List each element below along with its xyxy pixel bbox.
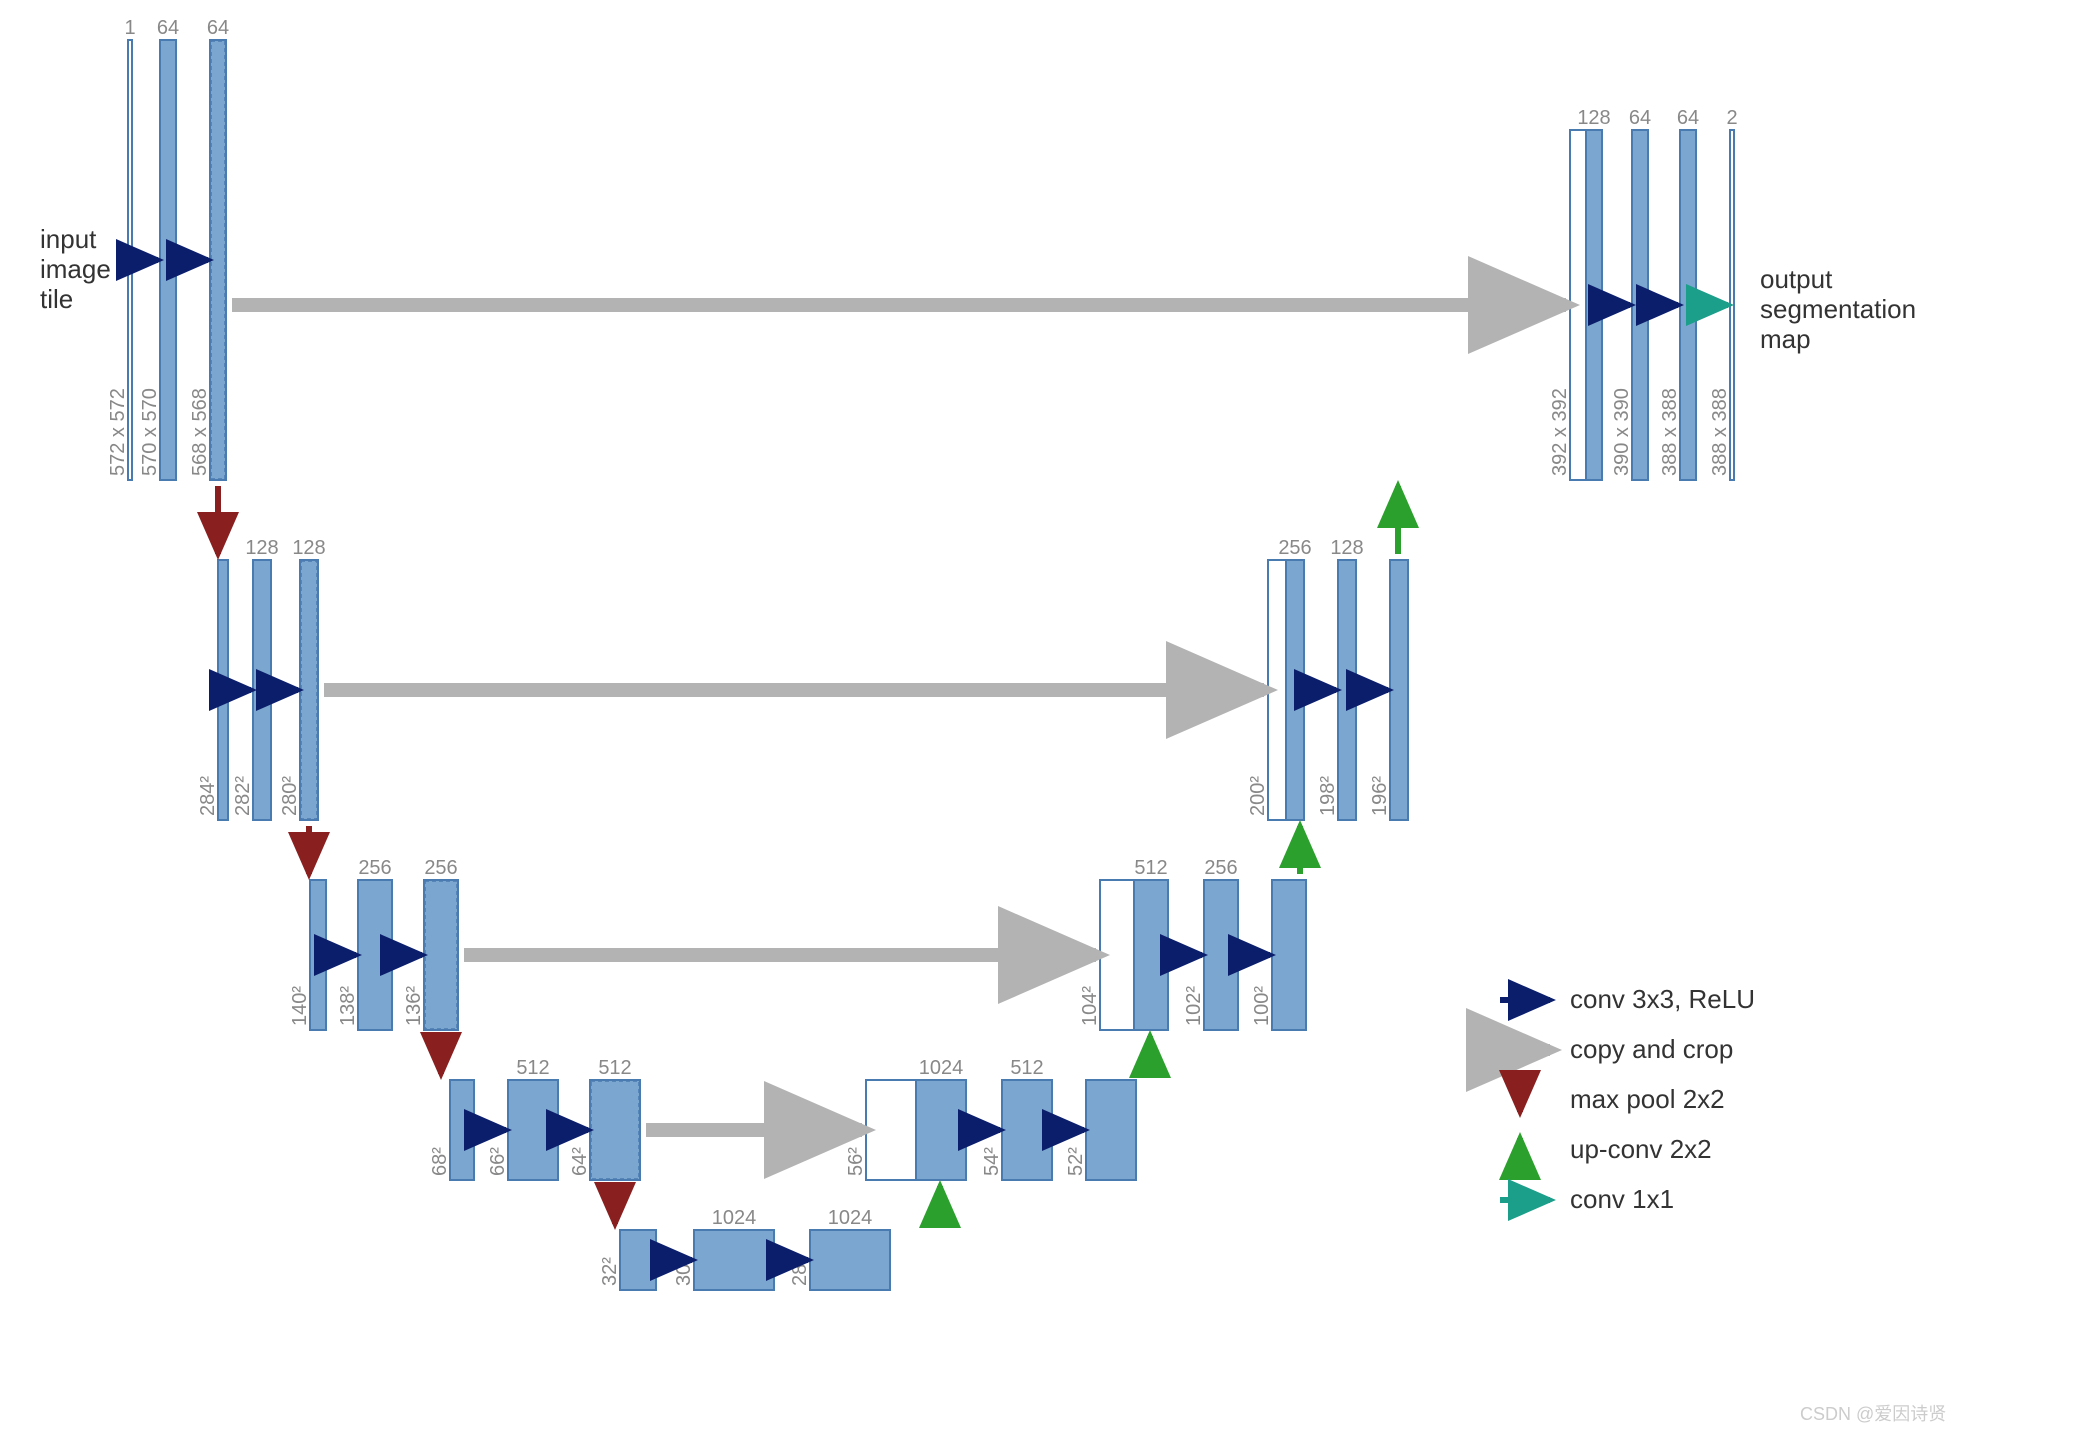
dimension-label: 388 x 388 (1709, 388, 1731, 476)
feature-block (916, 1080, 966, 1180)
channel-label: 512 (1134, 857, 1167, 879)
feature-block (508, 1080, 558, 1180)
input-label: image (40, 254, 111, 284)
channel-label: 1024 (919, 1057, 964, 1079)
dimension-label: 282² (232, 776, 254, 816)
channel-label: 512 (516, 1057, 549, 1079)
feature-block (620, 1230, 656, 1290)
dimension-label: 198² (1317, 776, 1339, 816)
dimension-label: 388 x 388 (1659, 388, 1681, 476)
dimension-label: 54² (981, 1147, 1003, 1176)
legend-label: max pool 2x2 (1570, 1084, 1725, 1114)
legend-label: conv 1x1 (1570, 1184, 1674, 1214)
feature-block (590, 1080, 640, 1180)
feature-block (1286, 560, 1304, 820)
feature-block (1204, 880, 1238, 1030)
input-label: input (40, 224, 97, 254)
feature-block (1268, 560, 1286, 820)
channel-label: 1024 (828, 1207, 873, 1229)
feature-block (253, 560, 271, 820)
feature-block (358, 880, 392, 1030)
dimension-label: 68² (429, 1147, 451, 1176)
output-label: map (1760, 324, 1811, 354)
dimension-label: 392 x 392 (1549, 388, 1571, 476)
feature-block (1586, 130, 1602, 480)
unet-diagram: 1 572 x 572 64 570 x 570 64 568 x 568 284² 128 2… (0, 0, 2080, 1440)
channel-label: 64 (207, 17, 229, 39)
channel-label: 64 (1677, 107, 1699, 129)
dimension-label: 200² (1247, 776, 1269, 816)
channel-label: 256 (424, 857, 457, 879)
channel-label: 512 (1010, 1057, 1043, 1079)
feature-block (1680, 130, 1696, 480)
feature-block (450, 1080, 474, 1180)
dimension-label: 100² (1251, 986, 1273, 1026)
feature-block (1086, 1080, 1136, 1180)
channel-label: 128 (245, 537, 278, 559)
dimension-label: 104² (1079, 986, 1101, 1026)
channel-label: 128 (292, 537, 325, 559)
feature-block (310, 880, 326, 1030)
channel-label: 256 (1204, 857, 1237, 879)
feature-block (210, 40, 226, 480)
channel-label: 1024 (712, 1207, 757, 1229)
dimension-label: 280² (279, 776, 301, 816)
feature-block (866, 1080, 916, 1180)
feature-block (300, 560, 318, 820)
feature-block (1570, 130, 1586, 480)
dimension-label: 66² (487, 1147, 509, 1176)
channel-label: 256 (1278, 537, 1311, 559)
feature-block (1100, 880, 1134, 1030)
channel-label: 1 (124, 17, 135, 39)
channel-label: 64 (157, 17, 179, 39)
dimension-label: 32² (599, 1257, 621, 1286)
dimension-label: 52² (1065, 1147, 1087, 1176)
dimension-label: 64² (569, 1147, 591, 1176)
channel-label: 128 (1330, 537, 1363, 559)
dimension-label: 572 x 572 (107, 388, 129, 476)
dimension-label: 138² (337, 986, 359, 1026)
legend-label: conv 3x3, ReLU (1570, 984, 1755, 1014)
feature-block (1272, 880, 1306, 1030)
feature-block (694, 1230, 774, 1290)
dimension-label: 568 x 568 (189, 388, 211, 476)
feature-block (160, 40, 176, 480)
input-label: tile (40, 284, 73, 314)
watermark: CSDN @爱因诗贤 (1800, 1404, 1946, 1424)
channel-label: 128 (1577, 107, 1610, 129)
dimension-label: 196² (1369, 776, 1391, 816)
channel-label: 256 (358, 857, 391, 879)
feature-block (1134, 880, 1168, 1030)
feature-block (424, 880, 458, 1030)
dimension-label: 570 x 570 (139, 388, 161, 476)
dimension-label: 56² (845, 1147, 867, 1176)
feature-block (810, 1230, 890, 1290)
legend-label: copy and crop (1570, 1034, 1733, 1064)
legend-label: up-conv 2x2 (1570, 1134, 1712, 1164)
channel-label: 2 (1726, 107, 1737, 129)
feature-block (1632, 130, 1648, 480)
output-label: segmentation (1760, 294, 1916, 324)
feature-block (1338, 560, 1356, 820)
dimension-label: 136² (403, 986, 425, 1026)
channel-label: 512 (598, 1057, 631, 1079)
feature-block (1002, 1080, 1052, 1180)
dimension-label: 390 x 390 (1611, 388, 1633, 476)
feature-block (1390, 560, 1408, 820)
output-label: output (1760, 264, 1833, 294)
dimension-label: 102² (1183, 986, 1205, 1026)
dimension-label: 284² (197, 776, 219, 816)
channel-label: 64 (1629, 107, 1651, 129)
feature-block (218, 560, 228, 820)
dimension-label: 140² (289, 986, 311, 1026)
